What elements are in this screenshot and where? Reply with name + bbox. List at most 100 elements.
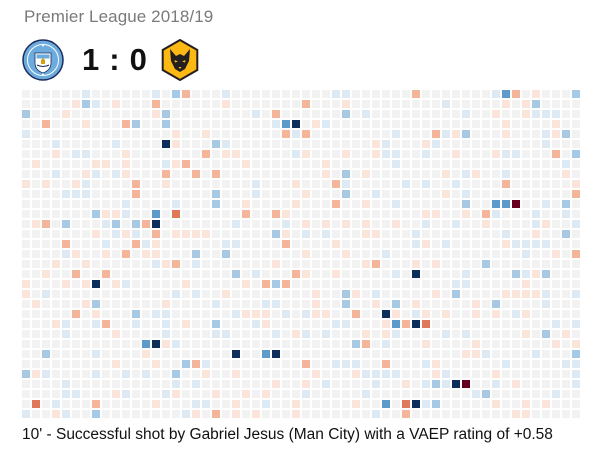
action-cell[interactable] <box>142 300 150 308</box>
action-cell[interactable] <box>262 390 270 398</box>
action-cell[interactable] <box>482 300 490 308</box>
action-cell[interactable] <box>122 390 130 398</box>
action-cell[interactable] <box>312 170 320 178</box>
action-cell[interactable] <box>402 100 410 108</box>
action-cell[interactable] <box>172 220 180 228</box>
action-cell[interactable] <box>62 170 70 178</box>
action-cell[interactable] <box>402 300 410 308</box>
action-cell[interactable] <box>532 270 540 278</box>
action-cell[interactable] <box>22 250 30 258</box>
action-cell[interactable] <box>112 300 120 308</box>
action-cell[interactable] <box>462 200 470 208</box>
action-cell[interactable] <box>382 400 390 408</box>
action-cell[interactable] <box>542 90 550 98</box>
action-cell[interactable] <box>82 190 90 198</box>
action-cell[interactable] <box>122 260 130 268</box>
action-cell[interactable] <box>462 360 470 368</box>
action-cell[interactable] <box>152 290 160 298</box>
action-cell[interactable] <box>202 120 210 128</box>
action-cell[interactable] <box>202 310 210 318</box>
action-cell[interactable] <box>572 400 580 408</box>
action-cell[interactable] <box>42 140 50 148</box>
action-cell[interactable] <box>242 220 250 228</box>
action-cell[interactable] <box>412 320 420 328</box>
action-cell[interactable] <box>172 280 180 288</box>
action-cell[interactable] <box>242 210 250 218</box>
action-cell[interactable] <box>232 120 240 128</box>
action-cell[interactable] <box>52 310 60 318</box>
action-cell[interactable] <box>372 230 380 238</box>
action-cell[interactable] <box>82 250 90 258</box>
action-cell[interactable] <box>522 380 530 388</box>
action-cell[interactable] <box>172 140 180 148</box>
action-cell[interactable] <box>342 210 350 218</box>
action-cell[interactable] <box>552 170 560 178</box>
action-cell[interactable] <box>492 150 500 158</box>
action-cell[interactable] <box>292 180 300 188</box>
action-cell[interactable] <box>362 400 370 408</box>
action-cell[interactable] <box>332 190 340 198</box>
action-cell[interactable] <box>562 390 570 398</box>
action-cell[interactable] <box>312 400 320 408</box>
action-cell[interactable] <box>322 250 330 258</box>
action-cell[interactable] <box>422 330 430 338</box>
action-cell[interactable] <box>222 170 230 178</box>
action-cell[interactable] <box>552 300 560 308</box>
action-cell[interactable] <box>212 140 220 148</box>
action-cell[interactable] <box>172 170 180 178</box>
action-cell[interactable] <box>172 310 180 318</box>
action-cell[interactable] <box>72 410 80 418</box>
action-cell[interactable] <box>282 300 290 308</box>
action-cell[interactable] <box>572 90 580 98</box>
action-cell[interactable] <box>62 200 70 208</box>
action-cell[interactable] <box>392 140 400 148</box>
action-cell[interactable] <box>112 370 120 378</box>
action-cell[interactable] <box>122 360 130 368</box>
action-cell[interactable] <box>522 230 530 238</box>
action-cell[interactable] <box>352 360 360 368</box>
action-cell[interactable] <box>102 310 110 318</box>
action-cell[interactable] <box>202 410 210 418</box>
action-cell[interactable] <box>522 170 530 178</box>
action-cell[interactable] <box>252 180 260 188</box>
action-cell[interactable] <box>162 400 170 408</box>
action-cell[interactable] <box>152 190 160 198</box>
action-cell[interactable] <box>552 340 560 348</box>
action-cell[interactable] <box>192 370 200 378</box>
action-cell[interactable] <box>462 390 470 398</box>
action-cell[interactable] <box>152 170 160 178</box>
action-cell[interactable] <box>262 410 270 418</box>
action-cell[interactable] <box>162 270 170 278</box>
action-cell[interactable] <box>342 130 350 138</box>
action-cell[interactable] <box>382 220 390 228</box>
action-cell[interactable] <box>122 400 130 408</box>
action-cell[interactable] <box>222 250 230 258</box>
action-cell[interactable] <box>182 390 190 398</box>
action-cell[interactable] <box>422 230 430 238</box>
action-cell[interactable] <box>352 290 360 298</box>
action-cell[interactable] <box>162 180 170 188</box>
action-cell[interactable] <box>452 390 460 398</box>
action-cell[interactable] <box>532 130 540 138</box>
action-cell[interactable] <box>562 310 570 318</box>
action-cell[interactable] <box>432 220 440 228</box>
action-cell[interactable] <box>142 240 150 248</box>
action-cell[interactable] <box>502 370 510 378</box>
action-cell[interactable] <box>82 330 90 338</box>
action-cell[interactable] <box>152 350 160 358</box>
action-cell[interactable] <box>172 110 180 118</box>
action-cell[interactable] <box>532 350 540 358</box>
action-cell[interactable] <box>502 410 510 418</box>
action-cell[interactable] <box>502 120 510 128</box>
action-cell[interactable] <box>42 220 50 228</box>
action-cell[interactable] <box>92 260 100 268</box>
action-cell[interactable] <box>232 410 240 418</box>
action-cell[interactable] <box>492 350 500 358</box>
action-cell[interactable] <box>212 390 220 398</box>
action-cell[interactable] <box>512 310 520 318</box>
action-cell[interactable] <box>462 120 470 128</box>
action-cell[interactable] <box>272 280 280 288</box>
action-cell[interactable] <box>182 230 190 238</box>
action-cell[interactable] <box>192 280 200 288</box>
action-cell[interactable] <box>262 160 270 168</box>
